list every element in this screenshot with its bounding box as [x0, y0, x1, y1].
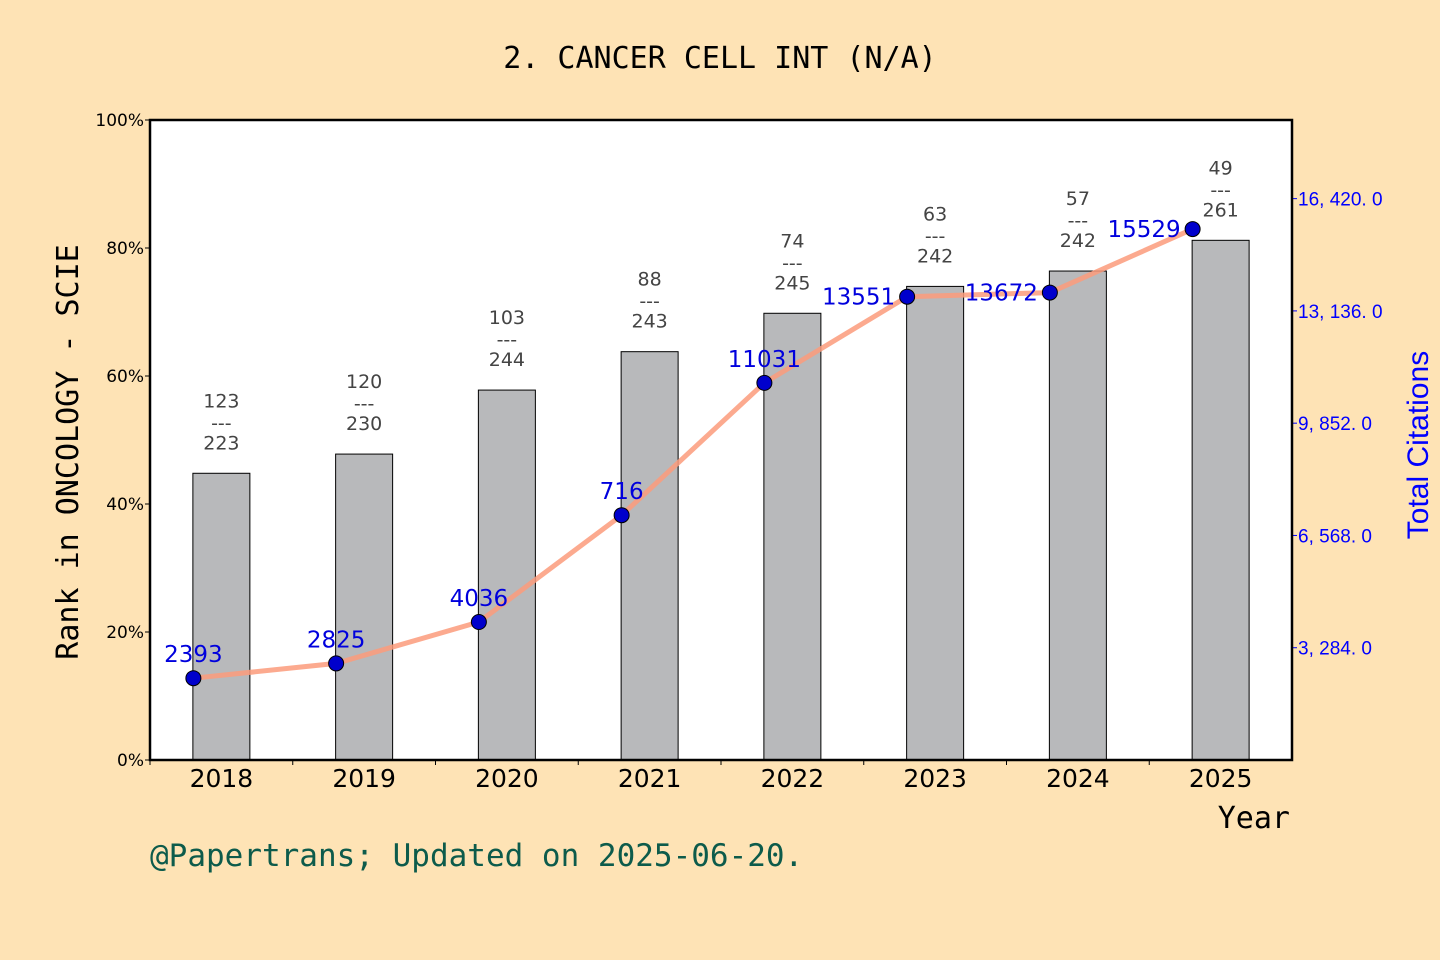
y-tick-label: 100%	[95, 111, 144, 131]
bar-fraction-line: ---	[782, 252, 803, 274]
bar-fraction-line: ---	[1210, 179, 1231, 201]
y-tick-label: 40%	[106, 495, 144, 515]
bar	[1191, 239, 1250, 761]
citation-marker	[328, 655, 345, 672]
y-axis-label: Rank in ONCOLOGY - SCIE	[51, 244, 86, 659]
citation-label: 2825	[307, 627, 366, 653]
citation-label: 13551	[822, 285, 895, 311]
x-tick-label: 2024	[1046, 764, 1110, 793]
bar-total-label: 261	[1202, 199, 1238, 221]
x-tick-label: 2021	[618, 764, 682, 793]
y-tick-label: 60%	[106, 367, 144, 387]
bar-total-label: 244	[489, 349, 525, 371]
bar-rank-label: 57	[1066, 188, 1090, 210]
citation-marker	[470, 614, 487, 631]
bar-total-label: 230	[346, 413, 382, 435]
footer-credit: @Papertrans; Updated on 2025-06-20.	[150, 838, 803, 874]
bar	[192, 472, 251, 761]
citation-label: 716	[600, 479, 644, 505]
bar-rank-label: 123	[203, 390, 239, 412]
x-tick-label: 2020	[475, 764, 539, 793]
citation-label: 11031	[728, 347, 801, 373]
y2-tick-label: 13, 136. 0	[1298, 302, 1383, 323]
bar-total-label: 242	[917, 245, 953, 267]
x-tick-label: 2022	[761, 764, 825, 793]
citation-label: 4036	[450, 586, 509, 612]
bar-fraction-line: ---	[211, 412, 232, 434]
y-tick-label: 80%	[106, 239, 144, 259]
citation-label: 13672	[965, 281, 1038, 307]
bar-rank-label: 103	[489, 307, 525, 329]
y2-axis-label: Total Citations	[1402, 351, 1435, 539]
bar-total-label: 245	[774, 272, 810, 294]
citation-marker	[185, 670, 202, 687]
y2-tick-label: 3, 284. 0	[1298, 639, 1372, 660]
bar-fraction-line: ---	[639, 291, 660, 313]
bar	[477, 389, 536, 761]
bar-rank-label: 74	[780, 230, 804, 252]
bar-rank-label: 120	[346, 371, 382, 393]
y2-tick-label: 9, 852. 0	[1298, 414, 1372, 435]
citation-line	[193, 226, 1194, 681]
bar-total-label: 242	[1060, 230, 1096, 252]
bar-total-label: 223	[203, 432, 239, 454]
x-tick-label: 2019	[332, 764, 396, 793]
bar-fraction-line: ---	[925, 225, 946, 247]
plot-frame	[148, 118, 1294, 762]
x-tick-label: 2023	[903, 764, 967, 793]
bar-rank-label: 63	[923, 203, 947, 225]
y-tick-label: 20%	[106, 623, 144, 643]
bar-fraction-line: ---	[1068, 210, 1089, 232]
bar	[1048, 270, 1107, 761]
bar	[763, 312, 822, 761]
bar-total-label: 243	[631, 311, 667, 333]
x-tick-label: 2025	[1189, 764, 1253, 793]
citation-marker	[1184, 221, 1201, 238]
citation-marker	[899, 288, 916, 305]
bar-rank-label: 49	[1209, 157, 1233, 179]
bar	[620, 351, 679, 761]
citation-label: 2393	[164, 642, 223, 668]
bar-fraction-line: ---	[354, 393, 375, 415]
citation-label: 15529	[1107, 217, 1180, 243]
bar	[335, 453, 394, 761]
y2-tick-label: 6, 568. 0	[1298, 526, 1372, 547]
chart-title: 2. CANCER CELL INT (N/A)	[503, 41, 936, 76]
citation-marker	[756, 374, 773, 391]
x-axis-label: Year	[1218, 801, 1290, 836]
bar-fraction-line: ---	[497, 329, 518, 351]
citation-marker	[1041, 284, 1058, 301]
y2-tick-label: 16, 420. 0	[1298, 190, 1383, 211]
x-tick-label: 2018	[190, 764, 254, 793]
bar-rank-label: 88	[638, 269, 662, 291]
bar	[906, 285, 965, 761]
citation-marker	[613, 507, 630, 524]
y-tick-label: 0%	[117, 751, 144, 771]
